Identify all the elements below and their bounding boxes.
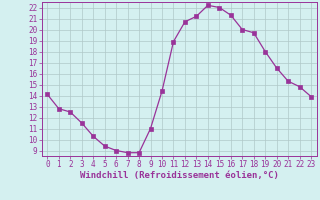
X-axis label: Windchill (Refroidissement éolien,°C): Windchill (Refroidissement éolien,°C) <box>80 171 279 180</box>
